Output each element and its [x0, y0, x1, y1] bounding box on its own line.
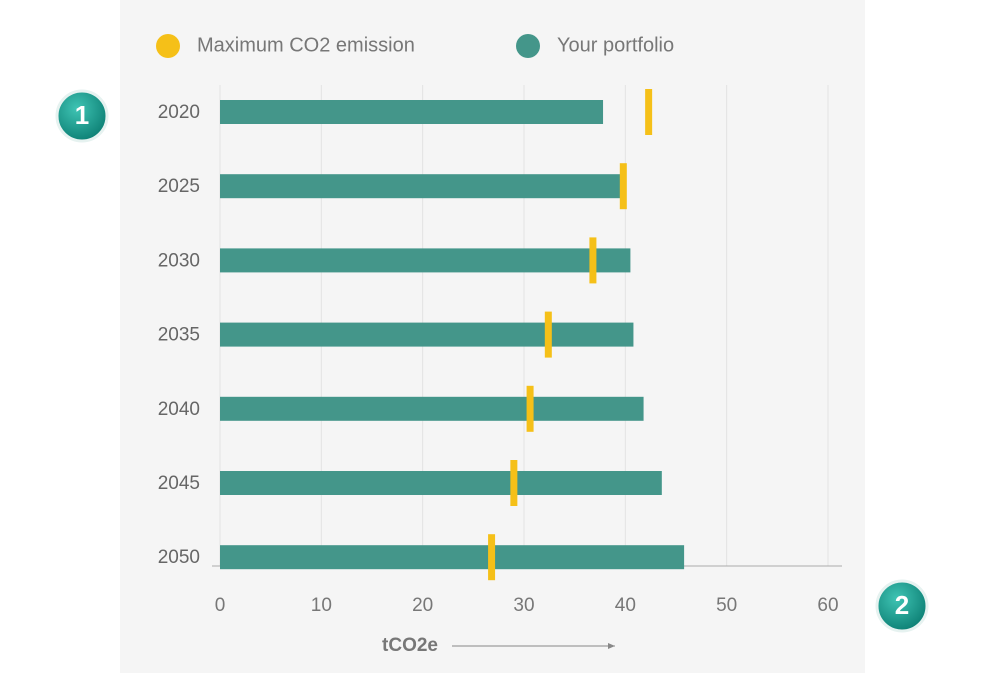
bar	[220, 322, 634, 347]
y-tick-label: 2035	[158, 325, 200, 346]
y-tick-label: 2030	[158, 250, 200, 271]
bar	[220, 248, 631, 273]
bar	[220, 471, 662, 495]
badge: 1	[55, 89, 109, 143]
x-tick-label: 0	[215, 595, 226, 616]
y-tick-label: 2045	[158, 473, 200, 494]
x-tick-label: 30	[513, 595, 534, 616]
target-marker	[645, 89, 653, 135]
bar	[220, 100, 604, 124]
x-tick-label: 60	[817, 595, 838, 616]
legend-swatch	[516, 34, 540, 58]
bar	[220, 396, 644, 421]
x-tick-label: 50	[716, 595, 737, 616]
x-tick-label: 10	[311, 595, 332, 616]
legend-swatch	[156, 34, 180, 58]
target-marker	[589, 237, 597, 284]
x-tick-label: 40	[615, 595, 636, 616]
x-axis-label: tCO2e	[382, 635, 438, 656]
target-marker	[619, 163, 627, 210]
target-marker	[510, 460, 518, 506]
y-tick-label: 2050	[158, 547, 200, 568]
y-tick-label: 2020	[158, 102, 200, 123]
x-tick-label: 20	[412, 595, 433, 616]
target-marker	[544, 311, 552, 358]
badge-label: 1	[75, 100, 89, 130]
bar	[220, 174, 621, 199]
badge-label: 2	[895, 590, 909, 620]
y-tick-label: 2040	[158, 399, 200, 420]
target-marker	[488, 534, 496, 581]
target-marker	[526, 385, 534, 432]
y-tick-label: 2025	[158, 176, 200, 197]
bar	[220, 545, 685, 570]
badge: 2	[875, 579, 929, 633]
legend-label: Maximum CO2 emission	[197, 34, 415, 56]
legend-label: Your portfolio	[557, 34, 674, 56]
